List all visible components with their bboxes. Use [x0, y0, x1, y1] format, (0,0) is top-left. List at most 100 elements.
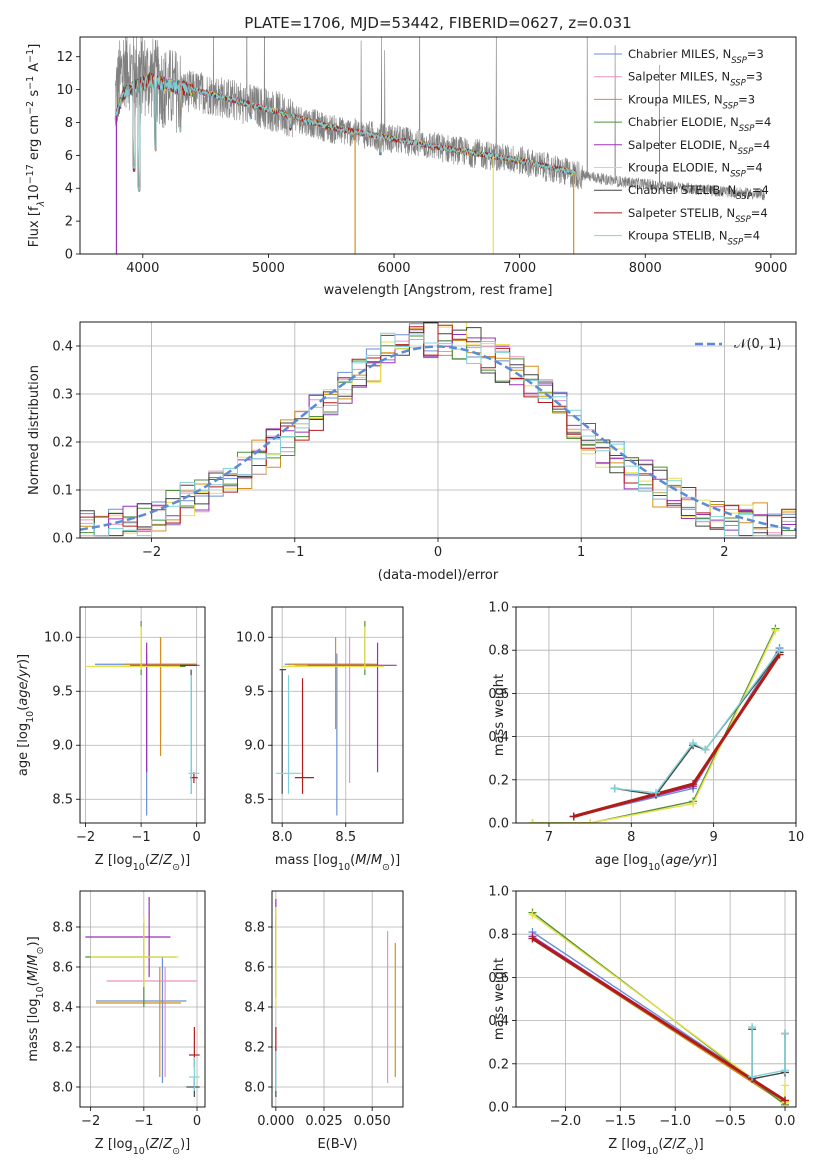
x-axis-label: Z [log10(Z/Z⊙)]: [95, 853, 190, 873]
mass-weight-line: [532, 630, 777, 823]
x-axis-label: wavelength [Angstrom, rest frame]: [324, 283, 553, 298]
y-axis-label: Normed distribution: [27, 365, 42, 495]
y-tick-label: 0.4: [488, 1014, 509, 1029]
x-tick-label: 8: [627, 830, 635, 845]
normal-curve: [80, 345, 796, 531]
x-axis-label: (data-model)/error: [378, 568, 499, 583]
x-axis-label: E(B-V): [317, 1137, 357, 1152]
mass-weight-marker: [748, 1023, 757, 1032]
axes-frame: [271, 606, 404, 824]
y-tick-label: 0.1: [52, 484, 73, 499]
y-tick-label: 10.0: [44, 631, 73, 646]
legend-entry: Chabrier STELIB, NSSP=4: [628, 183, 769, 202]
y-axis-label: mass weight: [492, 958, 507, 1040]
legend-entry: Salpeter MILES, NSSP=3: [628, 70, 763, 89]
histogram-salpeter-stelib: [80, 324, 796, 529]
mass-weight-marker: [528, 910, 537, 919]
mass-weight-marker: [528, 934, 537, 943]
x-tick-label: 8.5: [335, 830, 356, 845]
y-tick-label: 8.4: [52, 1001, 73, 1016]
y-tick-label: 8.4: [244, 1001, 265, 1016]
spectrum-lines: [114, 37, 765, 254]
y-tick-label: 1.0: [488, 885, 509, 900]
mass-weight-marker: [528, 819, 537, 823]
x-tick-label: 7000: [503, 261, 536, 276]
mass-weight-vs-metallicity-panel: −2.0 −1.5 −1.0 −0.5 0.0 0.0 0.2 0.4 0.6 0.8 1.0 mas…: [488, 885, 797, 1157]
legend-entry: Salpeter ELODIE, NSSP=4: [628, 138, 770, 157]
x-tick-label: −2: [142, 545, 161, 560]
x-tick-label: −1: [132, 830, 151, 845]
y-tick-label: 4: [65, 182, 73, 197]
mass-weight-marker: [781, 1066, 790, 1075]
x-tick-label: 9: [710, 830, 718, 845]
y-tick-label: 0.3: [52, 388, 73, 403]
mass-vs-metallicity-panel: −2 −1 0 8.0 8.2 8.4 8.6 8.8 Z [log10(Z/Z⊙)] mass …: [26, 890, 206, 1157]
x-tick-label: 9000: [754, 261, 787, 276]
axes-frame: [271, 890, 404, 1108]
axes-frame: [515, 606, 797, 824]
y-tick-label: 12: [56, 50, 73, 65]
x-tick-label: 6000: [377, 261, 410, 276]
mass-weight-line: [573, 647, 781, 818]
y-tick-label: 8.0: [244, 1081, 265, 1096]
x-tick-label: −2: [76, 830, 95, 845]
model-spectrum-kroupa-stelib: [114, 75, 577, 192]
x-tick-label: 5000: [252, 261, 285, 276]
x-tick-label: 1: [577, 545, 585, 560]
y-tick-label: 8.6: [244, 961, 265, 976]
model-spectrum-salpeter-stelib: [114, 73, 577, 193]
observed-spectrum: [114, 37, 765, 201]
y-tick-label: 0.2: [488, 1057, 509, 1072]
mass-weight-marker: [781, 1096, 790, 1105]
axes-frame: [515, 890, 797, 1108]
mass-weight-marker: [652, 788, 660, 797]
y-tick-label: 8.2: [244, 1041, 265, 1056]
y-tick-label: 0.4: [52, 340, 73, 355]
legend-entry: Kroupa MILES, NSSP=3: [628, 92, 755, 111]
legend-entry: Salpeter STELIB, NSSP=4: [628, 206, 768, 225]
x-tick-label: −1: [134, 1114, 153, 1129]
mass-weight-line: [531, 937, 786, 1102]
y-tick-label: 8.6: [52, 961, 73, 976]
y-tick-label: 8.2: [52, 1041, 73, 1056]
x-tick-label: −2.0: [550, 1114, 582, 1129]
legend-entry: Kroupa STELIB, NSSP=4: [628, 229, 760, 248]
x-tick-label: −1: [285, 545, 304, 560]
legend-entry: Chabrier MILES, NSSP=3: [628, 47, 764, 66]
y-tick-label: 0.0: [488, 817, 509, 832]
mass-weight-marker: [689, 799, 698, 808]
y-tick-label: 8.8: [244, 921, 265, 936]
figure-title: PLATE=1706, MJD=53442, FIBERID=0627, z=0…: [244, 14, 631, 32]
y-tick-label: 0.0: [488, 1101, 509, 1116]
legend-entry: Kroupa ELODIE, NSSP=4: [628, 161, 763, 180]
x-tick-label: −0.5: [714, 1114, 746, 1129]
x-tick-label: 0.025: [305, 1114, 342, 1129]
mass-weight-marker: [610, 784, 619, 793]
y-axis-label: mass [log10(M/M⊙)]: [26, 936, 46, 1061]
y-tick-label: 8.5: [244, 793, 265, 808]
error-bars: [85, 897, 200, 1097]
mass-weight-marker: [569, 812, 578, 821]
y-tick-label: 8: [65, 116, 73, 131]
x-axis-label: Z [log10(Z/Z⊙)]: [608, 1137, 703, 1157]
x-tick-label: 0: [434, 545, 442, 560]
mass-weight-marker: [689, 739, 698, 748]
y-tick-label: 6: [65, 149, 73, 164]
y-axis-label: Flux [fλ10−17 erg cm−2 s−1 A−1]: [25, 44, 47, 248]
axes-frame: [79, 36, 797, 255]
y-tick-label: 9.0: [52, 739, 73, 754]
x-tick-label: 0.050: [354, 1114, 391, 1129]
x-tick-label: 0.000: [257, 1114, 294, 1129]
error-bars: [275, 899, 396, 1097]
x-tick-label: 0.0: [775, 1114, 796, 1129]
mass-weight-marker: [781, 1029, 790, 1038]
mass-weight-lines: [528, 624, 784, 823]
y-tick-label: 8.5: [52, 793, 73, 808]
mass-weight-marker: [781, 1081, 790, 1090]
age-vs-mass-panel: 8.0 8.5 8.5 9.0 9.5 10.0 mass [log10(M/M⊙)]: [236, 606, 404, 873]
y-tick-label: 10: [56, 83, 73, 98]
x-tick-label: 0: [193, 830, 201, 845]
mass-weight-marker: [771, 626, 780, 635]
y-axis-label: mass weight: [492, 674, 507, 756]
